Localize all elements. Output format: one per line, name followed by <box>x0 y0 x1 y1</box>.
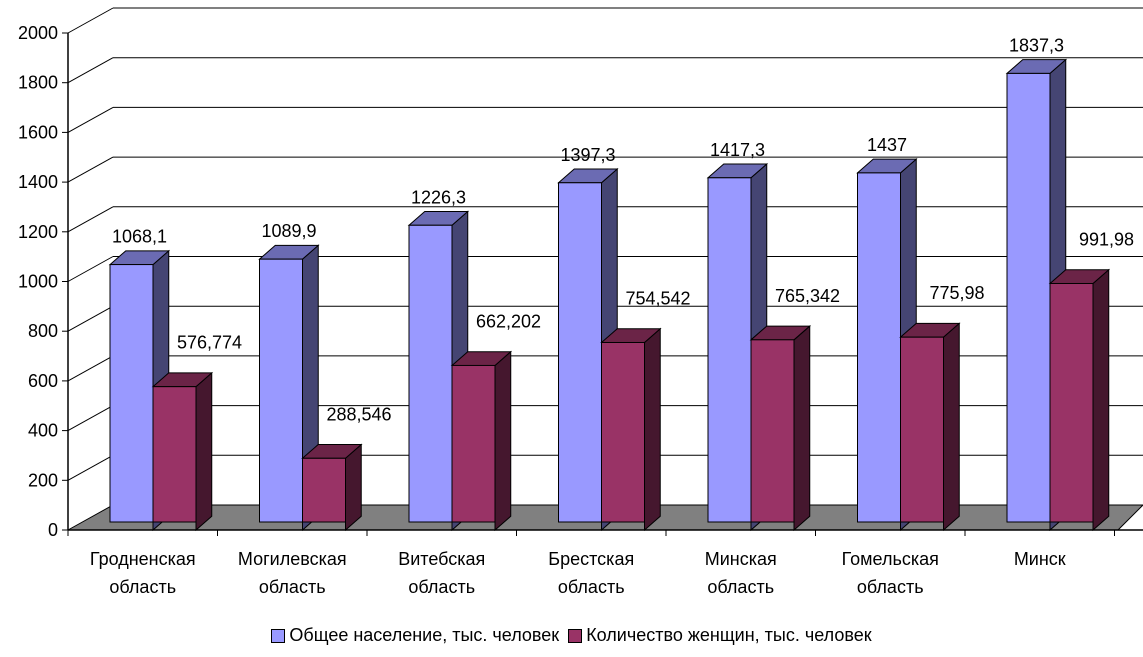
category-label: область <box>259 577 326 597</box>
y-tick-label: 2000 <box>18 23 58 43</box>
y-tick-label: 0 <box>48 520 58 540</box>
category-label: Могилевская <box>238 549 347 569</box>
y-tick-label: 200 <box>28 470 58 490</box>
bar-women-side <box>1092 268 1110 532</box>
category-label: область <box>707 577 774 597</box>
bar-women-side <box>793 324 811 532</box>
data-label-women: 754,542 <box>625 288 690 308</box>
gridline-side <box>67 405 114 432</box>
gridline-side <box>67 206 114 233</box>
data-label-women: 576,774 <box>177 333 242 353</box>
gridline-side <box>67 106 114 133</box>
gridline-side <box>67 256 114 282</box>
gridline-side <box>67 355 114 382</box>
bar-women <box>302 457 346 523</box>
bar-women <box>1049 282 1094 523</box>
y-tick-label: 1800 <box>18 73 58 93</box>
bar-population <box>558 182 602 523</box>
category-label: Минская <box>705 549 777 569</box>
gridline-side <box>67 7 114 34</box>
data-label-population: 1417,3 <box>710 140 765 160</box>
data-label-population: 1437 <box>867 135 907 155</box>
legend-item-women: Количество женщин, тыс. человек <box>568 625 872 646</box>
bar-women <box>451 364 496 523</box>
category-label: область <box>857 577 924 597</box>
y-tick-label: 400 <box>28 421 58 441</box>
y-tick-label: 1200 <box>18 222 58 242</box>
data-label-women: 288,546 <box>326 404 391 424</box>
legend-label-women: Количество женщин, тыс. человек <box>586 625 872 645</box>
bar-population <box>259 258 303 523</box>
category-label: область <box>408 577 475 597</box>
bar-women <box>152 386 197 523</box>
y-tick-label: 600 <box>28 371 58 391</box>
data-label-population: 1226,3 <box>411 187 466 207</box>
bar-population <box>1006 72 1051 523</box>
category-label: область <box>558 577 625 597</box>
data-label-population: 1397,3 <box>560 145 615 165</box>
bar-women-side <box>644 327 661 532</box>
y-tick-label: 1600 <box>18 122 58 142</box>
bar-women-side <box>195 371 213 532</box>
category-label: область <box>109 577 176 597</box>
bar-women <box>900 336 944 523</box>
gridline-side <box>67 305 114 332</box>
data-label-population: 1837,3 <box>1009 35 1064 55</box>
category-label: Гомельская <box>842 549 939 569</box>
category-label: Гродненская <box>90 549 196 569</box>
y-tick-label: 1000 <box>18 272 58 292</box>
data-label-population: 1068,1 <box>112 227 167 247</box>
bar-population <box>408 224 453 523</box>
bar-women <box>750 339 795 523</box>
gridline-side <box>67 57 114 84</box>
data-label-women: 991,98 <box>1079 229 1134 249</box>
legend-swatch-women <box>568 628 583 643</box>
category-label: Брестская <box>548 549 634 569</box>
legend: Общее население, тыс. человек Количество… <box>0 625 1143 648</box>
y-tick-label: 800 <box>28 321 58 341</box>
data-label-population: 1089,9 <box>261 221 316 241</box>
bar-women-side <box>494 350 512 532</box>
legend-item-population: Общее население, тыс. человек <box>271 625 559 646</box>
gridline-side <box>67 156 114 183</box>
bar-population <box>857 172 901 523</box>
bar-women-side <box>943 322 960 532</box>
legend-swatch-population <box>271 628 286 643</box>
data-label-women: 765,342 <box>775 286 840 306</box>
data-label-women: 662,202 <box>476 311 541 331</box>
bar-population <box>109 264 154 523</box>
bar-women <box>601 341 645 523</box>
bar-women-side <box>345 443 362 532</box>
bar-population <box>707 177 752 523</box>
gridline-side <box>67 454 114 481</box>
data-label-women: 775,98 <box>929 283 984 303</box>
category-label: Минск <box>1014 549 1066 569</box>
legend-label-population: Общее население, тыс. человек <box>289 625 560 645</box>
y-tick-label: 1400 <box>18 172 58 192</box>
category-label: Витебская <box>398 549 485 569</box>
